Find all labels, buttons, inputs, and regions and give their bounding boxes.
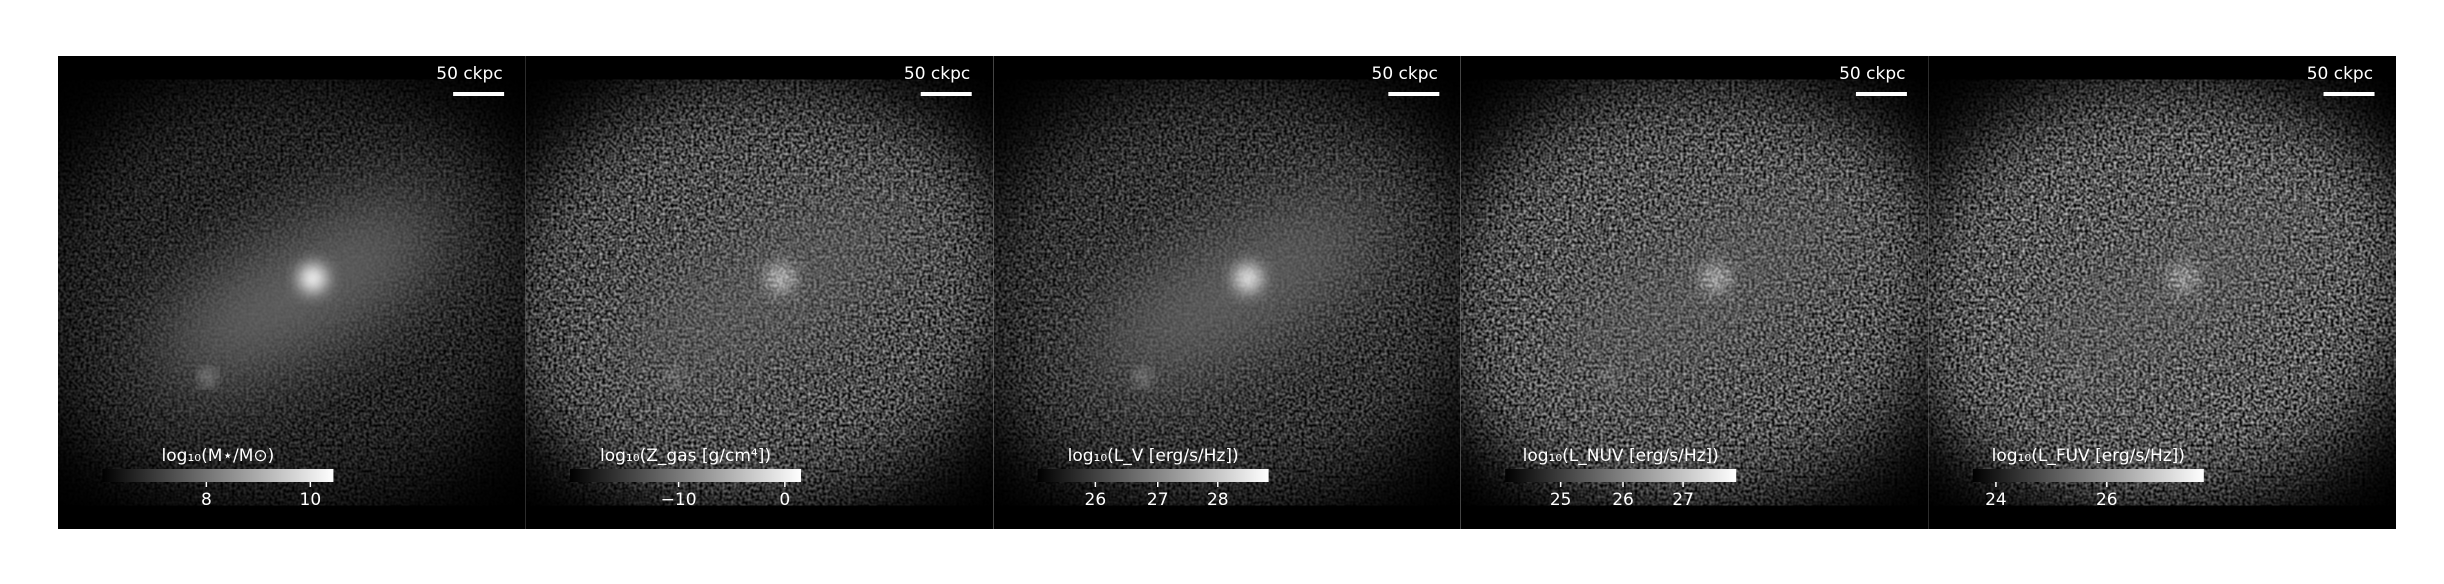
panel: 50 ckpc log₁₀(L_FUV [erg/s/Hz]) 24 26	[1928, 56, 2397, 529]
colorbar	[1037, 469, 1269, 482]
galaxy-core	[2169, 264, 2198, 293]
colorbar-tick-label: 28	[1207, 490, 1229, 510]
satellite-core	[1604, 371, 1617, 384]
satellite-core	[669, 371, 682, 384]
map-image	[1460, 56, 1929, 529]
colorbar-tick-label: 25	[1550, 490, 1572, 510]
galaxy-core	[766, 264, 795, 293]
satellite-core	[1136, 371, 1149, 384]
colorbar-label: log₁₀(L_NUV [erg/s/Hz])	[1523, 446, 1719, 466]
scale-bar	[2323, 92, 2375, 96]
map-smooth	[1557, 200, 1851, 385]
scale-bar-label: 50 ckpc	[1372, 64, 1438, 84]
colorbar-tick-label: 8	[201, 490, 212, 510]
satellite-core	[201, 371, 214, 384]
panel: 50 ckpc log₁₀(L_NUV [erg/s/Hz]) 25 26 27	[1460, 56, 1929, 529]
colorbar-tick-label: 24	[1985, 490, 2007, 510]
panel: 50 ckpc log₁₀(M⋆/M⊙) 8 10	[58, 56, 526, 529]
colorbar-tick-label: 26	[1085, 490, 1107, 510]
colorbar-label: log₁₀(L_V [erg/s/Hz])	[1068, 446, 1239, 466]
map-image	[993, 56, 1461, 529]
galaxy-glow	[1557, 200, 1851, 385]
scale-bar-label: 50 ckpc	[904, 64, 970, 84]
colorbar-tick-label: 27	[1672, 490, 1694, 510]
scale-bar	[1855, 92, 1907, 96]
galaxy-glow	[1089, 200, 1384, 385]
galaxy-glow	[154, 200, 449, 385]
galaxy-core	[298, 264, 327, 293]
map-smooth	[2024, 200, 2319, 385]
colorbar-tick-label: −10	[661, 490, 697, 510]
scale-bar	[920, 92, 972, 96]
colorbar-label: log₁₀(M⋆/M⊙)	[162, 446, 275, 466]
scale-bar-label: 50 ckpc	[436, 64, 502, 84]
galaxy-core	[1701, 264, 1730, 293]
scale-bar	[1388, 92, 1440, 96]
colorbar-tick-label: 10	[300, 490, 322, 510]
colorbar-tick-label: 27	[1147, 490, 1169, 510]
panel: 50 ckpc log₁₀(L_V [erg/s/Hz]) 26 27 28	[993, 56, 1461, 529]
galaxy-core	[1234, 264, 1263, 293]
scale-bar	[453, 92, 505, 96]
colorbar-label: log₁₀(Z_gas [g/cm⁴])	[600, 446, 771, 466]
map-image	[525, 56, 994, 529]
map-image	[1928, 56, 2397, 529]
colorbar	[1972, 469, 2204, 482]
colorbar-tick-label: 0	[779, 490, 790, 510]
map-smooth	[1089, 200, 1384, 385]
panel: 50 ckpc log₁₀(Z_gas [g/cm⁴]) −10 0	[525, 56, 994, 529]
map-image	[58, 56, 526, 529]
colorbar-label: log₁₀(L_FUV [erg/s/Hz])	[1992, 446, 2185, 466]
satellite-core	[2072, 371, 2085, 384]
colorbar	[1505, 469, 1737, 482]
scale-bar-label: 50 ckpc	[1839, 64, 1905, 84]
map-smooth	[621, 200, 916, 385]
galaxy-glow	[621, 200, 916, 385]
map-smooth	[154, 200, 449, 385]
colorbar	[102, 469, 334, 482]
galaxy-glow	[2024, 200, 2319, 385]
colorbar-tick-label: 26	[2096, 490, 2118, 510]
scale-bar-label: 50 ckpc	[2307, 64, 2373, 84]
colorbar-tick-label: 26	[1612, 490, 1634, 510]
colorbar	[570, 469, 802, 482]
